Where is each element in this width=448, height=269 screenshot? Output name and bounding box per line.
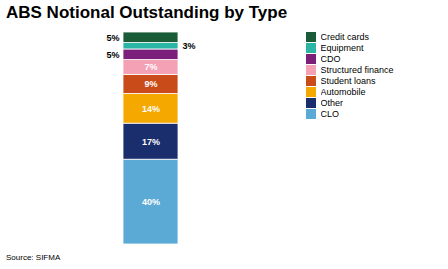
html-text:Student loans: Student loans — [320, 76, 376, 86]
html-text:ABS Notional Outstanding by Ty: ABS Notional Outstanding by Type — [6, 3, 288, 22]
html-text:Equipment: Equipment — [320, 43, 364, 53]
svg-text:5%: 5% — [106, 50, 119, 60]
html-text:CLO: CLO — [320, 109, 339, 119]
html-text:Automobile: Automobile — [320, 87, 366, 97]
svg-text:14%: 14% — [142, 104, 160, 114]
svg-text:3%: 3% — [183, 41, 196, 51]
html-text:CDO: CDO — [320, 54, 341, 64]
svg-text:17%: 17% — [142, 137, 160, 147]
svg-text:7%: 7% — [144, 62, 157, 72]
html-text:Source: SIFMA: Source: SIFMA — [6, 253, 61, 262]
svg-text:40%: 40% — [142, 197, 160, 207]
html-text:Other: Other — [320, 98, 343, 108]
html-text:Structured finance: Structured finance — [320, 65, 394, 75]
svg-text:9%: 9% — [144, 79, 157, 89]
html-text:Credit cards: Credit cards — [320, 32, 369, 42]
svg-text:5%: 5% — [106, 33, 119, 43]
